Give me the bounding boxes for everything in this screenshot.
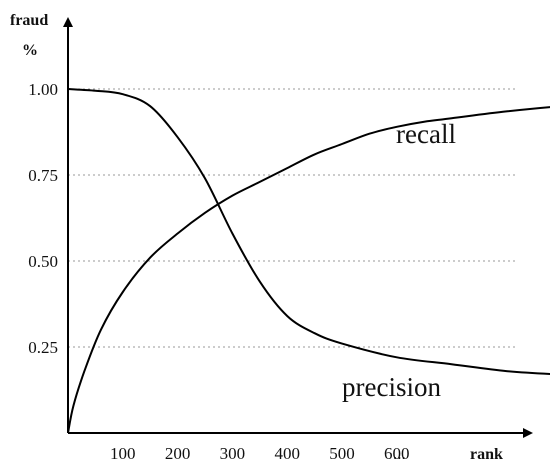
- x-tick-label: 500: [329, 444, 355, 463]
- recall-label: recall: [396, 119, 456, 149]
- y-axis-title-line1: fraud: [10, 12, 48, 29]
- precision-line: [67, 88, 550, 375]
- recall-line: [67, 106, 550, 434]
- y-tick-label: 0.25: [28, 338, 58, 357]
- x-tick-label: 400: [274, 444, 300, 463]
- x-tick-label: 600: [384, 444, 410, 463]
- x-tick-label: 200: [165, 444, 191, 463]
- y-tick-label: 0.50: [28, 252, 58, 271]
- x-tick-label: 300: [220, 444, 246, 463]
- series-lines: [67, 88, 550, 434]
- x-axis-ellipsis: ...: [393, 444, 406, 463]
- y-tick-labels: 0.25 0.50 0.75 1.00: [28, 80, 58, 357]
- x-tick-labels: 100 200 300 400 500 600: [110, 444, 410, 463]
- y-tick-label: 0.75: [28, 166, 58, 185]
- precision-label: precision: [342, 372, 441, 402]
- y-axis-title-line2: %: [22, 42, 38, 59]
- y-tick-label: 1.00: [28, 80, 58, 99]
- x-tick-label: 100: [110, 444, 136, 463]
- x-axis-title: rank: [470, 446, 503, 463]
